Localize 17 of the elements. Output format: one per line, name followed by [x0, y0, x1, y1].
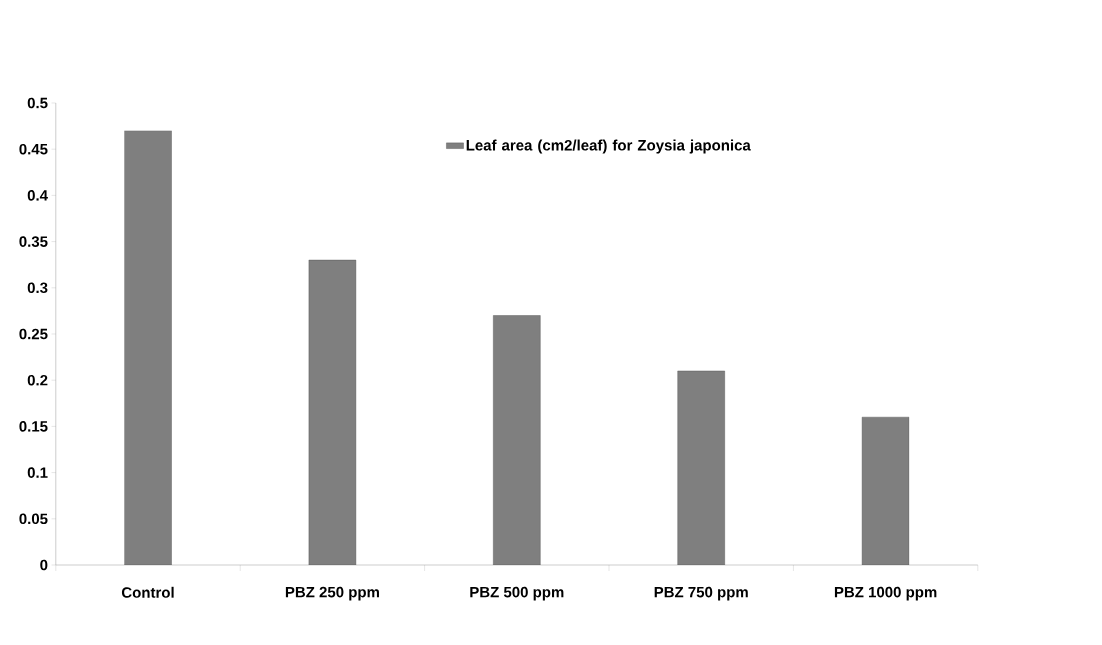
x-tick-label: Control: [121, 586, 174, 598]
x-tick-label: PBZ 250 ppm: [285, 586, 379, 601]
y-tick-label: 0.35: [19, 236, 48, 247]
x-tick-label: PBZ 1000 ppm: [834, 586, 937, 601]
y-tick-label: 0.45: [19, 143, 48, 155]
y-tick-label: 0.05: [19, 513, 48, 525]
y-tick-label: 0.1: [27, 467, 48, 478]
y-tick-label: 0.5: [27, 97, 48, 109]
x-tick-label: PBZ 500 ppm: [470, 586, 564, 601]
legend-label: Leaf area (cm2/leaf) for Zoysia japonica: [466, 139, 751, 154]
y-tick-label: 0.3: [27, 282, 48, 294]
y-tick-label: 0: [40, 559, 48, 571]
x-tick-label: PBZ 750 ppm: [654, 586, 748, 601]
y-tick-label: 0.25: [19, 328, 48, 340]
y-tick-label: 0.15: [19, 421, 48, 432]
y-tick-label: 0.4: [27, 190, 48, 201]
y-tick-label: 0.2: [27, 374, 48, 386]
